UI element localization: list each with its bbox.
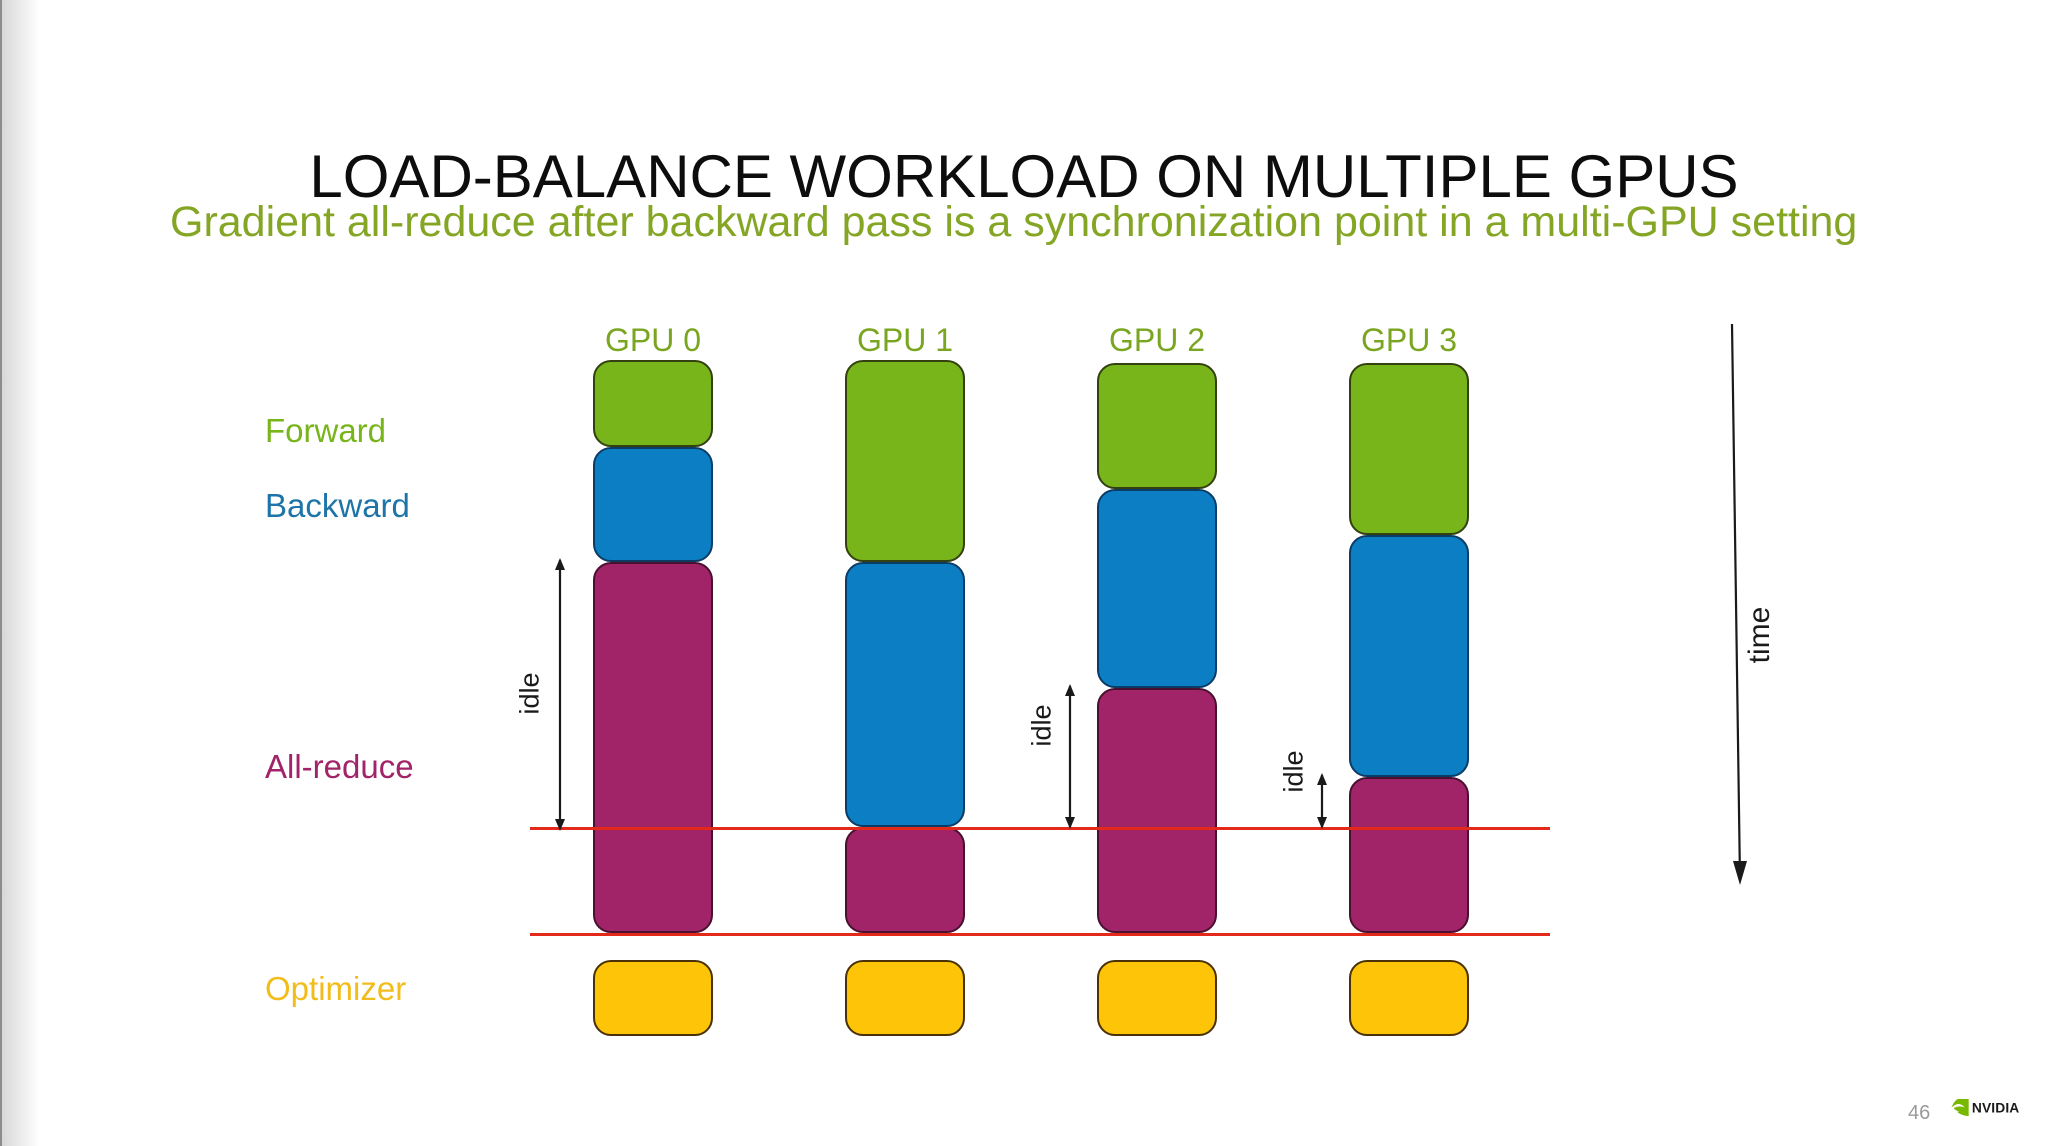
svg-text:NVIDIA: NVIDIA bbox=[1972, 1100, 2019, 1115]
